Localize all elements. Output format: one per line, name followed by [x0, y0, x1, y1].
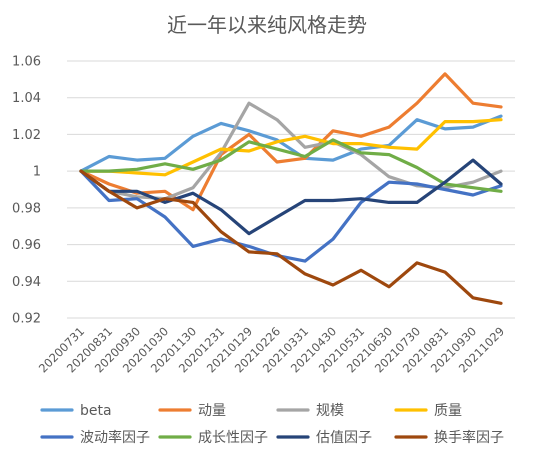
series-line-0	[79, 114, 503, 173]
legend-item: beta	[40, 403, 112, 419]
legend-label: 成长性因子	[198, 430, 268, 446]
legend-item: 质量	[394, 403, 462, 419]
y-tick-label: 0.96	[12, 238, 41, 253]
y-tick-label: 0.98	[12, 201, 41, 216]
y-tick-label: 1.02	[12, 128, 41, 143]
series-line-1	[79, 72, 503, 212]
legend-label: 质量	[434, 403, 462, 419]
legend-label: 波动率因子	[80, 429, 150, 446]
legend-item: 成长性因子	[158, 430, 268, 446]
series-line-6	[79, 158, 503, 236]
y-tick-label: 1	[33, 165, 41, 180]
legend-label: beta	[80, 403, 112, 419]
legend-label: 换手率因子	[434, 429, 504, 446]
legend-item: 动量	[158, 403, 226, 419]
legend-item: 规模	[276, 403, 344, 419]
legend-label: 动量	[198, 403, 226, 419]
legend-item: 波动率因子	[40, 429, 150, 446]
legend-item: 换手率因子	[394, 429, 504, 446]
y-tick-label: 1.06	[12, 55, 41, 70]
x-axis-ticks: 2020073120200831202009302020103020201130…	[36, 324, 507, 375]
series-line-4	[79, 169, 503, 263]
series-lines	[79, 72, 503, 305]
y-axis-ticks: 0.92 0.94 0.96 0.98 1 1.02 1.04 1.06	[12, 55, 41, 327]
series-line-3	[79, 118, 503, 177]
y-tick-label: 0.92	[12, 312, 41, 327]
legend-label: 估值因子	[316, 430, 372, 446]
series-line-7	[79, 169, 503, 305]
chart-title: 近一年以来纯风格走势	[167, 13, 367, 37]
legend-label: 规模	[316, 403, 344, 419]
legend-item: 估值因子	[276, 430, 372, 446]
series-line-5	[79, 138, 503, 193]
y-tick-label: 1.04	[12, 91, 41, 106]
y-tick-label: 0.94	[12, 275, 41, 290]
